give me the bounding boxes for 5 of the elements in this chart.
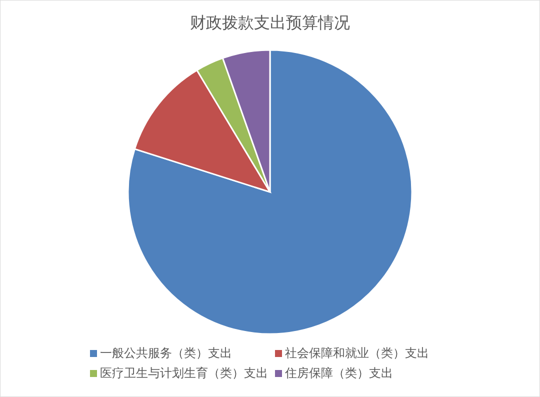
legend-label: 社会保障和就业（类）支出 xyxy=(285,346,429,360)
legend-label: 医疗卫生与计划生育（类）支出 xyxy=(100,366,268,380)
chart-title: 财政拨款支出预算情况 xyxy=(190,13,350,32)
legend-label: 住房保障（类）支出 xyxy=(284,366,393,380)
legend-label: 一般公共服务（类）支出 xyxy=(100,346,232,360)
